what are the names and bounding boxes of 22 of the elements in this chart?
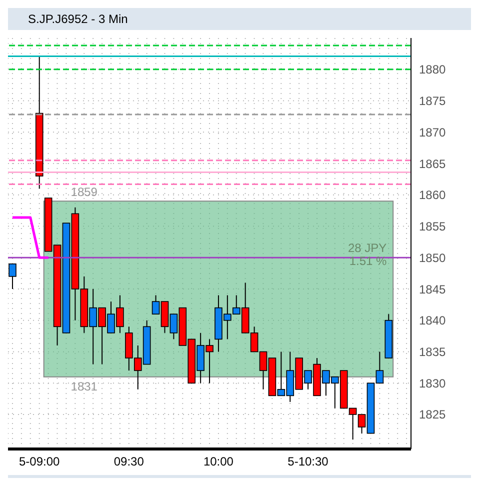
y-tick-label: 1865 <box>419 156 446 171</box>
annotation: 1.51 % <box>348 254 387 268</box>
y-tick-label: 1845 <box>419 282 446 296</box>
x-tick-label: 09:30 <box>114 454 144 469</box>
annotation: 28 JPY <box>348 241 387 255</box>
chart-title: S.JP.J6952 - 3 Min <box>27 11 129 28</box>
y-tick-label: 1835 <box>419 345 446 359</box>
x-tick-label: 5-09:00 <box>18 454 60 469</box>
y-tick-label: 1840 <box>419 314 446 328</box>
y-tick-label: 1825 <box>419 408 446 422</box>
annotation: 1859 <box>70 185 98 200</box>
y-tick-label: 1870 <box>419 125 446 140</box>
x-tick-label: 10:00 <box>203 454 234 469</box>
annotation: 1831 <box>70 379 98 394</box>
y-tick-label: 1830 <box>419 376 446 390</box>
y-tick-label: 1850 <box>419 250 446 265</box>
x-tick-label: 5-10:30 <box>288 454 329 469</box>
y-tick-label: 1875 <box>419 94 446 108</box>
y-tick-label: 1880 <box>419 62 446 77</box>
y-tick-label: 1855 <box>419 220 446 234</box>
candlestick <box>8 263 16 290</box>
y-tick-label: 1860 <box>419 188 446 202</box>
